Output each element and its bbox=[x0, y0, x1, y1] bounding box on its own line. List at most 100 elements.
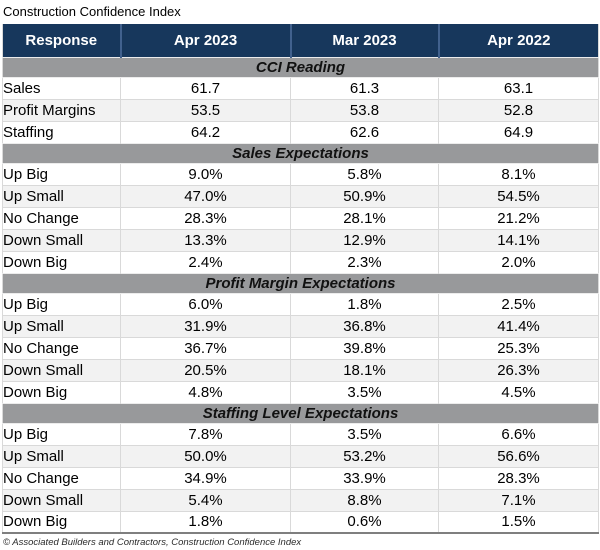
row-value: 50.9% bbox=[290, 184, 439, 207]
cci-table: Response Apr 2023 Mar 2023 Apr 2022 CCI … bbox=[2, 24, 599, 534]
row-value: 12.9% bbox=[290, 228, 439, 251]
row-value: 56.6% bbox=[438, 444, 599, 467]
table-row: Up Big 7.8% 3.5% 6.6% bbox=[2, 422, 599, 445]
row-value: 5.4% bbox=[120, 488, 291, 511]
row-value: 64.2 bbox=[120, 120, 291, 143]
section-header: Sales Expectations bbox=[2, 142, 599, 164]
row-value: 4.8% bbox=[120, 380, 291, 403]
section-row: Staffing Level Expectations bbox=[2, 402, 599, 424]
row-value: 20.5% bbox=[120, 358, 291, 381]
row-value: 25.3% bbox=[438, 336, 599, 359]
row-value: 34.9% bbox=[120, 466, 291, 489]
row-value: 28.1% bbox=[290, 206, 439, 229]
table-row: Down Small 5.4% 8.8% 7.1% bbox=[2, 488, 599, 511]
table-row: Up Small 47.0% 50.9% 54.5% bbox=[2, 184, 599, 207]
row-value: 39.8% bbox=[290, 336, 439, 359]
row-value: 33.9% bbox=[290, 466, 439, 489]
row-value: 28.3% bbox=[120, 206, 291, 229]
table-row: Up Big 9.0% 5.8% 8.1% bbox=[2, 162, 599, 185]
row-value: 61.3 bbox=[290, 76, 439, 99]
column-header-mar-2023: Mar 2023 bbox=[289, 24, 439, 57]
section-row: CCI Reading bbox=[2, 56, 599, 78]
table-row: Down Big 4.8% 3.5% 4.5% bbox=[2, 380, 599, 403]
table-row: No Change 28.3% 28.1% 21.2% bbox=[2, 206, 599, 229]
table-row: No Change 36.7% 39.8% 25.3% bbox=[2, 336, 599, 359]
section-header: Staffing Level Expectations bbox=[2, 402, 599, 424]
table-row: Down Small 13.3% 12.9% 14.1% bbox=[2, 228, 599, 251]
row-value: 8.8% bbox=[290, 488, 439, 511]
row-label: Down Big bbox=[2, 250, 121, 273]
table-body: CCI Reading Sales 61.7 61.3 63.1 Profit Margi… bbox=[2, 56, 599, 533]
row-value: 5.8% bbox=[290, 162, 439, 185]
row-value: 7.1% bbox=[438, 488, 599, 511]
row-label: Up Small bbox=[2, 314, 121, 337]
row-label: Down Big bbox=[2, 510, 121, 533]
row-value: 3.5% bbox=[290, 422, 439, 445]
row-label: Down Small bbox=[2, 488, 121, 511]
row-label: Up Big bbox=[2, 422, 121, 445]
row-value: 61.7 bbox=[120, 76, 291, 99]
section-row: Sales Expectations bbox=[2, 142, 599, 164]
row-value: 64.9 bbox=[438, 120, 599, 143]
table-header: Response Apr 2023 Mar 2023 Apr 2022 bbox=[2, 24, 599, 57]
row-value: 21.2% bbox=[438, 206, 599, 229]
row-value: 53.8 bbox=[290, 98, 439, 121]
row-value: 41.4% bbox=[438, 314, 599, 337]
row-label: Down Big bbox=[2, 380, 121, 403]
table-row: Down Big 1.8% 0.6% 1.5% bbox=[2, 510, 599, 533]
row-value: 53.2% bbox=[290, 444, 439, 467]
row-value: 26.3% bbox=[438, 358, 599, 381]
column-header-apr-2022: Apr 2022 bbox=[437, 24, 599, 57]
table-row: No Change 34.9% 33.9% 28.3% bbox=[2, 466, 599, 489]
table-row: Up Small 50.0% 53.2% 56.6% bbox=[2, 444, 599, 467]
row-value: 6.0% bbox=[120, 292, 291, 315]
row-value: 31.9% bbox=[120, 314, 291, 337]
section-header: Profit Margin Expectations bbox=[2, 272, 599, 294]
table-row: Up Small 31.9% 36.8% 41.4% bbox=[2, 314, 599, 337]
row-value: 3.5% bbox=[290, 380, 439, 403]
row-label: Up Small bbox=[2, 444, 121, 467]
row-label: Down Small bbox=[2, 358, 121, 381]
row-value: 14.1% bbox=[438, 228, 599, 251]
table-row: Up Big 6.0% 1.8% 2.5% bbox=[2, 292, 599, 315]
row-value: 2.4% bbox=[120, 250, 291, 273]
table-row: Profit Margins 53.5 53.8 52.8 bbox=[2, 98, 599, 121]
row-value: 50.0% bbox=[120, 444, 291, 467]
row-value: 1.5% bbox=[438, 510, 599, 533]
row-value: 7.8% bbox=[120, 422, 291, 445]
row-label: Up Big bbox=[2, 162, 121, 185]
table-row: Staffing 64.2 62.6 64.9 bbox=[2, 120, 599, 143]
row-value: 1.8% bbox=[120, 510, 291, 533]
column-header-response: Response bbox=[2, 24, 121, 57]
row-value: 1.8% bbox=[290, 292, 439, 315]
row-value: 18.1% bbox=[290, 358, 439, 381]
row-value: 13.3% bbox=[120, 228, 291, 251]
source-attribution: © Associated Builders and Contractors, C… bbox=[3, 537, 302, 548]
row-label: Up Big bbox=[2, 292, 121, 315]
row-value: 54.5% bbox=[438, 184, 599, 207]
row-label: Down Small bbox=[2, 228, 121, 251]
row-value: 4.5% bbox=[438, 380, 599, 403]
row-value: 2.3% bbox=[290, 250, 439, 273]
row-label: No Change bbox=[2, 206, 121, 229]
row-value: 8.1% bbox=[438, 162, 599, 185]
row-value: 28.3% bbox=[438, 466, 599, 489]
header-row: Response Apr 2023 Mar 2023 Apr 2022 bbox=[2, 24, 599, 57]
row-value: 62.6 bbox=[290, 120, 439, 143]
row-value: 47.0% bbox=[120, 184, 291, 207]
section-row: Profit Margin Expectations bbox=[2, 272, 599, 294]
row-value: 0.6% bbox=[290, 510, 439, 533]
row-value: 2.5% bbox=[438, 292, 599, 315]
row-label: Staffing bbox=[2, 120, 121, 143]
column-header-apr-2023: Apr 2023 bbox=[119, 24, 291, 57]
row-value: 6.6% bbox=[438, 422, 599, 445]
section-header: CCI Reading bbox=[2, 56, 599, 78]
row-value: 9.0% bbox=[120, 162, 291, 185]
row-label: No Change bbox=[2, 466, 121, 489]
row-value: 36.7% bbox=[120, 336, 291, 359]
row-value: 63.1 bbox=[438, 76, 599, 99]
row-label: No Change bbox=[2, 336, 121, 359]
row-label: Sales bbox=[2, 76, 121, 99]
row-value: 52.8 bbox=[438, 98, 599, 121]
